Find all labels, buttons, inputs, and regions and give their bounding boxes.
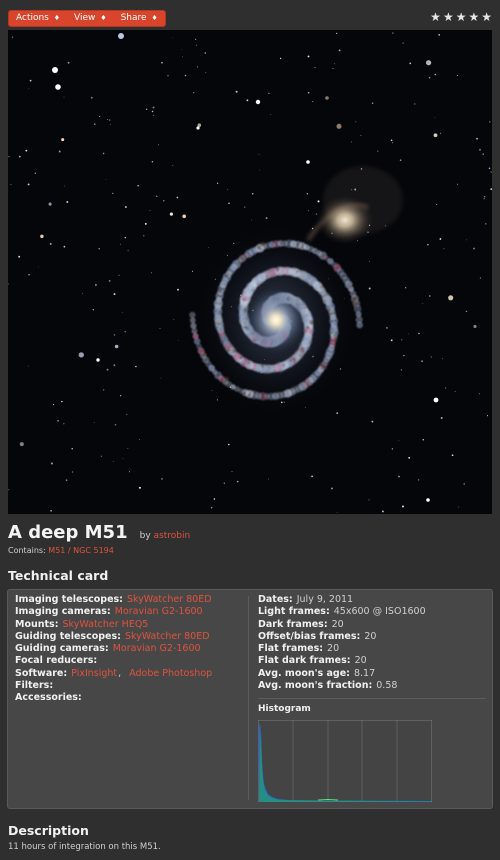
- acquisition-label: Flat dark frames:: [258, 655, 351, 667]
- acquisition-list: Dates: July 9, 2011 Light frames: 45x600 @ …: [258, 594, 426, 692]
- acquisition-value: 20: [354, 655, 367, 667]
- value-separator: ,: [118, 667, 122, 679]
- acquisition-value: 20: [364, 630, 377, 642]
- acquisition-label: Dates:: [258, 594, 293, 605]
- equipment-row: Filters:: [15, 680, 212, 692]
- equipment-row: Focal reducers:: [15, 655, 212, 667]
- histogram-label: Histogram: [258, 704, 311, 714]
- card-divider: [248, 596, 249, 800]
- acquisition-row: Flat dark frames: 20: [258, 655, 426, 667]
- acquisition-value: 45x600 @ ISO1600: [333, 606, 426, 618]
- acquisition-row: Light frames: 45x600 @ ISO1600: [258, 606, 426, 618]
- chevron-down-icon: ♦: [53, 14, 61, 22]
- equipment-label: Accessories:: [15, 692, 82, 703]
- acquisition-label: Avg. moon's fraction:: [258, 679, 373, 691]
- acquisition-row: Flat frames: 20: [258, 643, 426, 655]
- actions-label: Actions: [16, 13, 49, 23]
- image-menu-group: Actions ♦ View ♦ Share ♦: [8, 10, 166, 27]
- equipment-link[interactable]: SkyWatcher 80ED: [126, 594, 212, 605]
- byline-prefix: by: [139, 531, 151, 541]
- equipment-list: Imaging telescopes: SkyWatcher 80ED Imagin…: [15, 594, 212, 704]
- equipment-label: Software:: [15, 667, 68, 679]
- view-label: View: [74, 13, 96, 23]
- acquisition-row: Dates: July 9, 2011: [258, 594, 426, 606]
- star-icon[interactable]: ★: [455, 10, 467, 24]
- acquisition-value: 20: [327, 643, 340, 654]
- page-title: A deep M51: [8, 522, 128, 543]
- contains-objects-link[interactable]: M51 / NGC 5194: [48, 546, 114, 555]
- star-icon[interactable]: ★: [468, 10, 480, 24]
- description-text: 11 hours of integration on this M51.: [8, 842, 161, 852]
- equipment-link[interactable]: SkyWatcher HEQ5: [62, 618, 149, 630]
- chevron-down-icon: ♦: [100, 14, 107, 22]
- galaxy-photo: [8, 30, 492, 514]
- technical-card-heading: Technical card: [8, 568, 109, 583]
- top-bar: Actions ♦ View ♦ Share ♦ ★ ★ ★ ★ ★: [0, 0, 500, 30]
- star-icon[interactable]: ★: [442, 10, 454, 24]
- equipment-row: Imaging cameras: Moravian G2-1600: [15, 606, 212, 618]
- equipment-label: Mounts:: [15, 618, 59, 630]
- rating-stars: ★ ★ ★ ★ ★: [430, 11, 492, 23]
- equipment-label: Guiding cameras:: [15, 643, 109, 654]
- image-title-row: A deep M51 by astrobin: [8, 522, 190, 543]
- share-menu-button[interactable]: Share ♦: [114, 11, 165, 26]
- equipment-label: Focal reducers:: [15, 655, 98, 667]
- equipment-link[interactable]: Moravian G2-1600: [114, 606, 203, 618]
- description-heading: Description: [8, 823, 89, 838]
- share-label: Share: [120, 13, 147, 23]
- acquisition-value: 8.17: [353, 667, 376, 679]
- author-link[interactable]: astrobin: [153, 531, 191, 541]
- technical-card: Imaging telescopes: SkyWatcher 80ED Imagin…: [7, 589, 493, 809]
- byline: by astrobin: [140, 531, 191, 541]
- equipment-row: Accessories:: [15, 692, 212, 704]
- star-icon[interactable]: ★: [481, 10, 492, 24]
- acquisition-value: July 9, 2011: [296, 594, 354, 605]
- star-icon[interactable]: ★: [430, 10, 441, 24]
- contains-label: Contains:: [8, 546, 46, 555]
- equipment-row: Imaging telescopes: SkyWatcher 80ED: [15, 594, 212, 606]
- equipment-row: Software: PixInsight, Adobe Photoshop: [15, 668, 212, 680]
- acquisition-row: Dark frames: 20: [258, 619, 426, 631]
- equipment-label: Imaging telescopes:: [15, 594, 123, 605]
- acquisition-label: Flat frames:: [258, 643, 324, 654]
- view-menu-button[interactable]: View ♦: [67, 11, 114, 26]
- equipment-link[interactable]: Moravian G2-1600: [112, 643, 201, 654]
- equipment-link[interactable]: PixInsight: [71, 667, 118, 679]
- equipment-link[interactable]: Adobe Photoshop: [129, 667, 213, 679]
- equipment-label: Guiding telescopes:: [15, 630, 121, 642]
- acquisition-row: Avg. moon's fraction: 0.58: [258, 680, 426, 692]
- equipment-row: Guiding telescopes: SkyWatcher 80ED: [15, 631, 212, 643]
- acquisition-label: Dark frames:: [258, 618, 328, 630]
- equipment-row: Guiding cameras: Moravian G2-1600: [15, 643, 212, 655]
- acquisition-label: Avg. moon's age:: [258, 667, 350, 679]
- acquisition-value: 0.58: [376, 679, 398, 691]
- equipment-row: Mounts: SkyWatcher HEQ5: [15, 619, 212, 631]
- histogram-chart: [258, 720, 432, 802]
- contains-line: Contains: M51 / NGC 5194: [8, 546, 114, 555]
- main-image[interactable]: [8, 30, 492, 514]
- equipment-link[interactable]: SkyWatcher 80ED: [124, 630, 210, 642]
- acquisition-row: Offset/bias frames: 20: [258, 631, 426, 643]
- actions-menu-button[interactable]: Actions ♦: [9, 11, 67, 26]
- acquisition-label: Light frames:: [258, 606, 330, 618]
- equipment-label: Filters:: [15, 679, 54, 691]
- acquisition-label: Offset/bias frames:: [258, 630, 361, 642]
- chevron-down-icon: ♦: [151, 14, 158, 22]
- acquisition-value: 20: [331, 618, 344, 630]
- acquisition-row: Avg. moon's age: 8.17: [258, 668, 426, 680]
- equipment-label: Imaging cameras:: [15, 606, 111, 618]
- histogram-divider: [258, 698, 486, 699]
